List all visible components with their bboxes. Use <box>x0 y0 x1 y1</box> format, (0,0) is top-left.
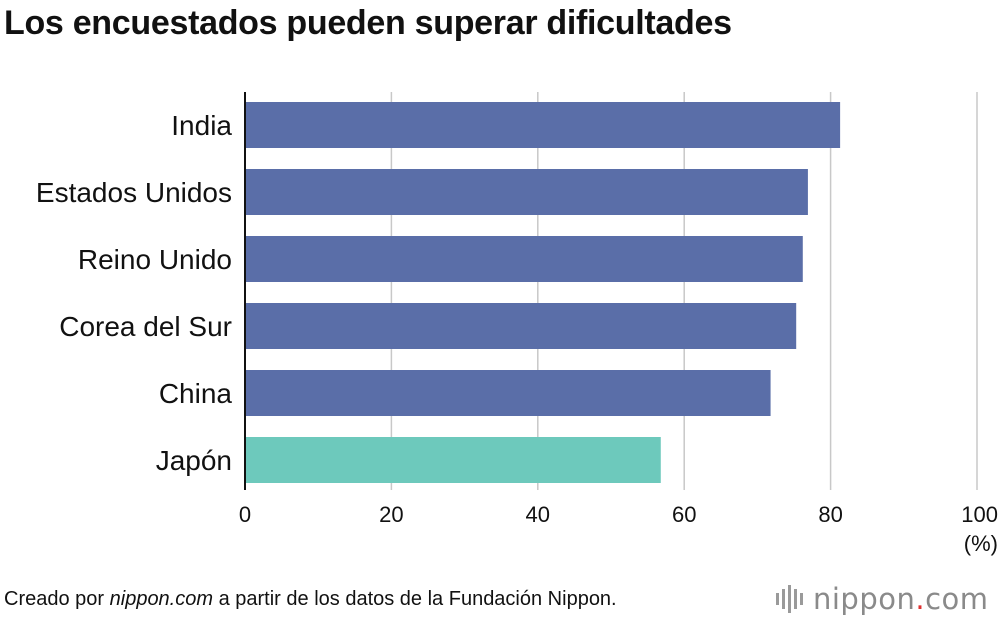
category-labels: India Estados Unidos Reino Unido Corea del … <box>36 110 233 476</box>
x-tick-label: 0 <box>239 502 251 527</box>
bar <box>245 169 808 215</box>
category-label: Estados Unidos <box>36 177 232 208</box>
x-tick-label: 100 <box>961 502 998 527</box>
bar <box>245 437 661 483</box>
bar-chart: India Estados Unidos Reino Unido Corea del … <box>36 92 998 556</box>
source-site: nippon.com <box>109 588 214 610</box>
category-label: Reino Unido <box>78 244 232 275</box>
x-tick-label: 80 <box>818 502 842 527</box>
category-label: India <box>171 110 232 141</box>
bar <box>245 303 797 349</box>
nippon-logo: nippon.com <box>776 582 989 616</box>
logo-tld: com <box>925 582 989 616</box>
category-label: China <box>159 378 233 409</box>
logo-bars-icon <box>776 585 803 613</box>
bar <box>245 370 771 416</box>
bars <box>245 102 841 483</box>
category-label: Japón <box>156 445 232 476</box>
chart-title: Los encuestados pueden superar dificulta… <box>4 4 732 42</box>
x-tick-label: 40 <box>526 502 550 527</box>
bar <box>245 236 803 282</box>
x-unit-label: (%) <box>964 531 998 556</box>
x-tick-label: 20 <box>379 502 403 527</box>
gridlines <box>390 92 978 490</box>
source-note: Creado por nippon.com a partir de los da… <box>4 588 617 611</box>
tick-labels: 0 20 40 60 80 100 <box>239 502 998 527</box>
logo-dot: . <box>915 582 926 616</box>
bar <box>245 102 841 148</box>
logo-name: nippon <box>813 582 916 616</box>
x-tick-label: 60 <box>672 502 696 527</box>
source-suffix: a partir de los datos de la Fundación Ni… <box>213 588 617 610</box>
category-label: Corea del Sur <box>59 311 232 342</box>
source-prefix: Creado por <box>4 588 110 610</box>
